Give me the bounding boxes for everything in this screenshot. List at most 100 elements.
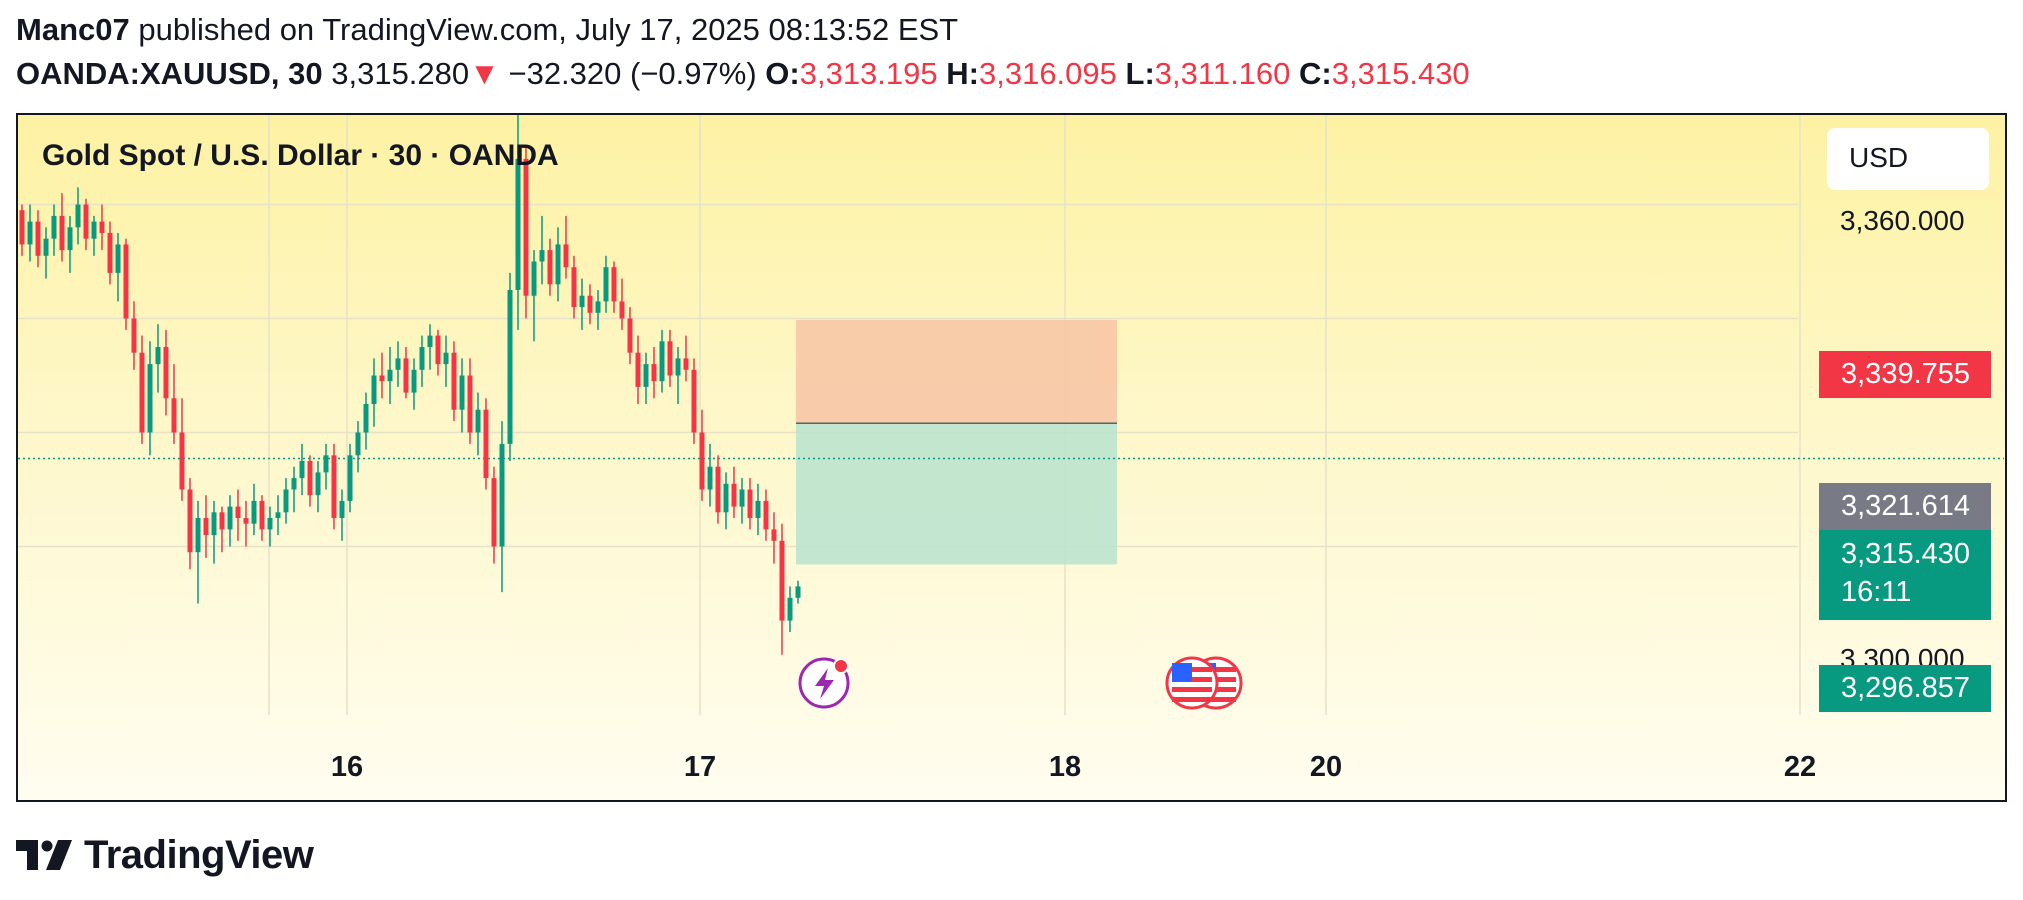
candle-body <box>243 518 249 524</box>
candle-body <box>771 529 777 541</box>
candle-body <box>723 483 729 513</box>
candle-body <box>27 221 33 245</box>
candle-body <box>387 369 393 382</box>
candle-body <box>555 244 561 285</box>
currency-button[interactable]: USD <box>1827 128 1989 190</box>
date-tick-label: 17 <box>683 751 717 783</box>
candle-body <box>611 267 617 302</box>
last-price: 3,315.280 <box>331 56 470 91</box>
date-tick-label: 18 <box>1048 751 1082 783</box>
candle-body <box>563 244 569 268</box>
flash-event-icon[interactable] <box>798 657 850 709</box>
candle-body <box>451 352 457 410</box>
high-label: H: <box>946 56 979 91</box>
candle-body <box>579 295 585 308</box>
tradingview-logo-icon <box>16 840 72 870</box>
price-tick-label: 3,360.000 <box>1840 205 1965 236</box>
candle-body <box>379 375 385 382</box>
published-text: published on TradingView.com, July 17, 2… <box>138 12 959 47</box>
candle-body <box>283 489 289 513</box>
candle-body <box>267 518 273 530</box>
candle-body <box>651 364 657 382</box>
candle-body <box>731 483 737 507</box>
chart-title: Gold Spot / U.S. Dollar · 30 · OANDA <box>42 139 559 172</box>
candle-body <box>603 267 609 302</box>
low-label: L: <box>1125 56 1155 91</box>
stop-loss-zone <box>796 319 1117 424</box>
candle-body <box>251 500 257 524</box>
candle-body <box>235 506 241 518</box>
candle-body <box>643 364 649 387</box>
candle-body <box>619 301 625 319</box>
candle-body <box>715 466 721 513</box>
candle-body <box>587 295 593 313</box>
candle-body <box>779 540 785 621</box>
candle-body <box>339 500 345 518</box>
candle-body <box>411 369 417 393</box>
take-profit-zone <box>796 423 1117 565</box>
candle-body <box>515 158 521 290</box>
close-value: 3,315.430 <box>1331 56 1470 91</box>
date-tick-label: 16 <box>330 751 364 783</box>
chart-canvas[interactable] <box>18 115 2004 799</box>
candle-body <box>635 352 641 387</box>
candle-body <box>675 358 681 376</box>
candle-body <box>323 455 329 473</box>
candle-body <box>499 443 505 547</box>
candle-body <box>547 250 553 285</box>
high-value: 3,316.095 <box>978 56 1117 91</box>
candle-body <box>291 478 297 490</box>
candle-body <box>755 500 761 518</box>
candle-body <box>683 358 689 370</box>
author-name[interactable]: Manc07 <box>16 12 130 47</box>
candle-body <box>627 318 633 353</box>
date-tick-label: 20 <box>1309 751 1343 783</box>
candle-body <box>51 215 57 239</box>
candle-body <box>67 227 73 251</box>
candle-body <box>147 364 153 433</box>
symbol-name: OANDA:XAUUSD, 30 <box>16 56 323 91</box>
candle-body <box>43 238 49 256</box>
candle-body <box>739 489 745 507</box>
candle-body <box>523 158 529 296</box>
open-value: 3,313.195 <box>799 56 938 91</box>
candle-body <box>795 586 801 598</box>
candle-body <box>179 432 185 490</box>
candle-body <box>595 301 601 313</box>
candle-body <box>747 489 753 518</box>
candle-body <box>707 466 713 490</box>
candle-body <box>315 472 321 496</box>
publisher-line: Manc07 published on TradingView.com, Jul… <box>16 12 958 48</box>
candle-body <box>123 244 129 319</box>
candle-body <box>539 250 545 262</box>
candle-body <box>699 432 705 490</box>
candle-body <box>211 512 217 536</box>
tradingview-logo[interactable]: TradingView <box>16 830 314 880</box>
candle-body <box>491 478 497 547</box>
us-flag-icon[interactable] <box>1165 656 1219 710</box>
entry-price-tag: 3,321.614 <box>1819 483 1991 530</box>
candle-body <box>347 455 353 501</box>
last-price-value: 3,315.430 <box>1841 538 1971 570</box>
chart-frame[interactable]: Gold Spot / U.S. Dollar · 30 · OANDA USD… <box>16 113 2007 802</box>
candle-body <box>371 375 377 404</box>
candle-body <box>115 244 121 273</box>
candle-body <box>667 341 673 376</box>
candle-body <box>419 347 425 370</box>
candle-body <box>507 290 513 444</box>
candle-body <box>19 210 25 245</box>
candle-body <box>395 358 401 370</box>
candle-body <box>155 347 161 365</box>
candle-body <box>331 455 337 518</box>
candle-body <box>83 204 89 239</box>
stop-price-tag: 3,339.755 <box>1819 351 1991 398</box>
price-change: −32.320 (−0.97%) <box>508 56 757 91</box>
candle-body <box>75 204 81 228</box>
candle-body <box>59 215 65 251</box>
candle-body <box>659 341 665 382</box>
candle-body <box>299 461 305 479</box>
down-arrow-icon: ▼ <box>469 56 500 91</box>
candle-body <box>259 500 265 530</box>
candle-body <box>355 432 361 456</box>
close-label: C: <box>1299 56 1332 91</box>
